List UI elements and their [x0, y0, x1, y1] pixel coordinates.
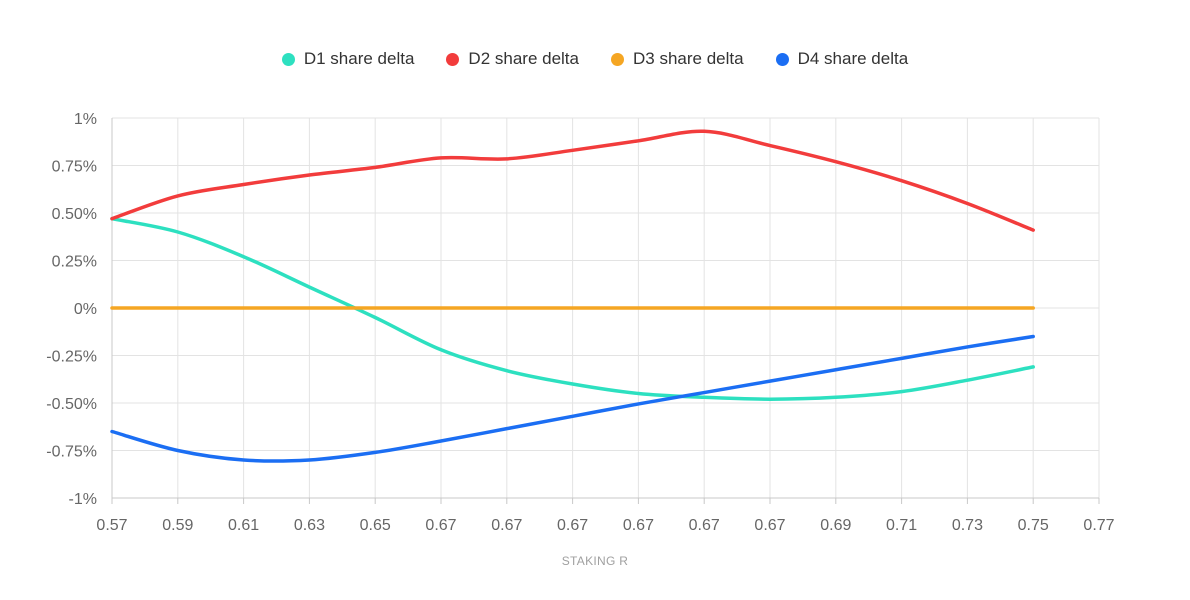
legend-marker-icon — [281, 52, 295, 66]
legend-marker-icon — [611, 52, 624, 66]
y-tick-label: 1% — [74, 111, 97, 128]
y-tick-label: -0.25% — [46, 349, 97, 366]
x-tick-label: 0.75 — [1018, 517, 1049, 534]
x-tick-label: 0.71 — [886, 517, 917, 534]
x-tick-label: 0.61 — [228, 517, 259, 534]
y-tick-label: 0.75% — [52, 159, 97, 176]
axes — [111, 118, 1100, 504]
y-tick-label: 0% — [74, 301, 97, 318]
legend-item-d3-share-delta[interactable]: D3 share delta — [611, 49, 744, 69]
legend-label: D2 share delta — [468, 49, 579, 68]
x-tick-label: 0.57 — [96, 517, 127, 534]
x-tick-label: 0.77 — [1083, 517, 1114, 534]
x-axis-title: STAKING R — [562, 554, 629, 568]
legend-label: D3 share delta — [633, 49, 744, 68]
legend-marker-icon — [446, 52, 460, 66]
legend-label: D1 share delta — [303, 49, 415, 68]
series-lines — [110, 129, 1035, 463]
legend-label: D4 share delta — [797, 49, 909, 68]
y-tick-label: 0.25% — [52, 254, 97, 271]
d4-share-delta-line — [110, 334, 1035, 463]
chart-legend: D1 share delta D2 share delta D3 share del… — [0, 46, 1190, 72]
y-tick-label: -1% — [69, 491, 97, 508]
y-tick-label: -0.50% — [46, 396, 97, 413]
x-tick-label: 0.73 — [952, 517, 983, 534]
legend-item-d1-share-delta[interactable]: D1 share delta — [281, 49, 415, 69]
x-tick-label: 0.67 — [689, 517, 720, 534]
x-tick-label: 0.67 — [425, 517, 456, 534]
x-tick-label: 0.65 — [360, 517, 391, 534]
d2-share-delta-line — [110, 129, 1035, 232]
y-tick-label: -0.75% — [46, 444, 97, 461]
y-tick-label: 0.50% — [52, 206, 97, 223]
d1-share-delta-line — [110, 216, 1035, 401]
legend-marker-icon — [775, 52, 789, 66]
x-tick-label: 0.67 — [491, 517, 522, 534]
tick-labels: 1% 0.75% 0.50% 0.25% 0% -0.25% -0.50% -0.75% -1%… — [46, 111, 1114, 534]
x-tick-label: 0.63 — [294, 517, 325, 534]
legend-item-d4-share-delta[interactable]: D4 share delta — [775, 49, 909, 69]
x-tick-label: 0.67 — [623, 517, 654, 534]
legend-item-d2-share-delta[interactable]: D2 share delta — [446, 49, 579, 69]
x-tick-label: 0.67 — [754, 517, 785, 534]
x-tick-label: 0.69 — [820, 517, 851, 534]
x-tick-label: 0.59 — [162, 517, 193, 534]
x-tick-label: 0.67 — [557, 517, 588, 534]
